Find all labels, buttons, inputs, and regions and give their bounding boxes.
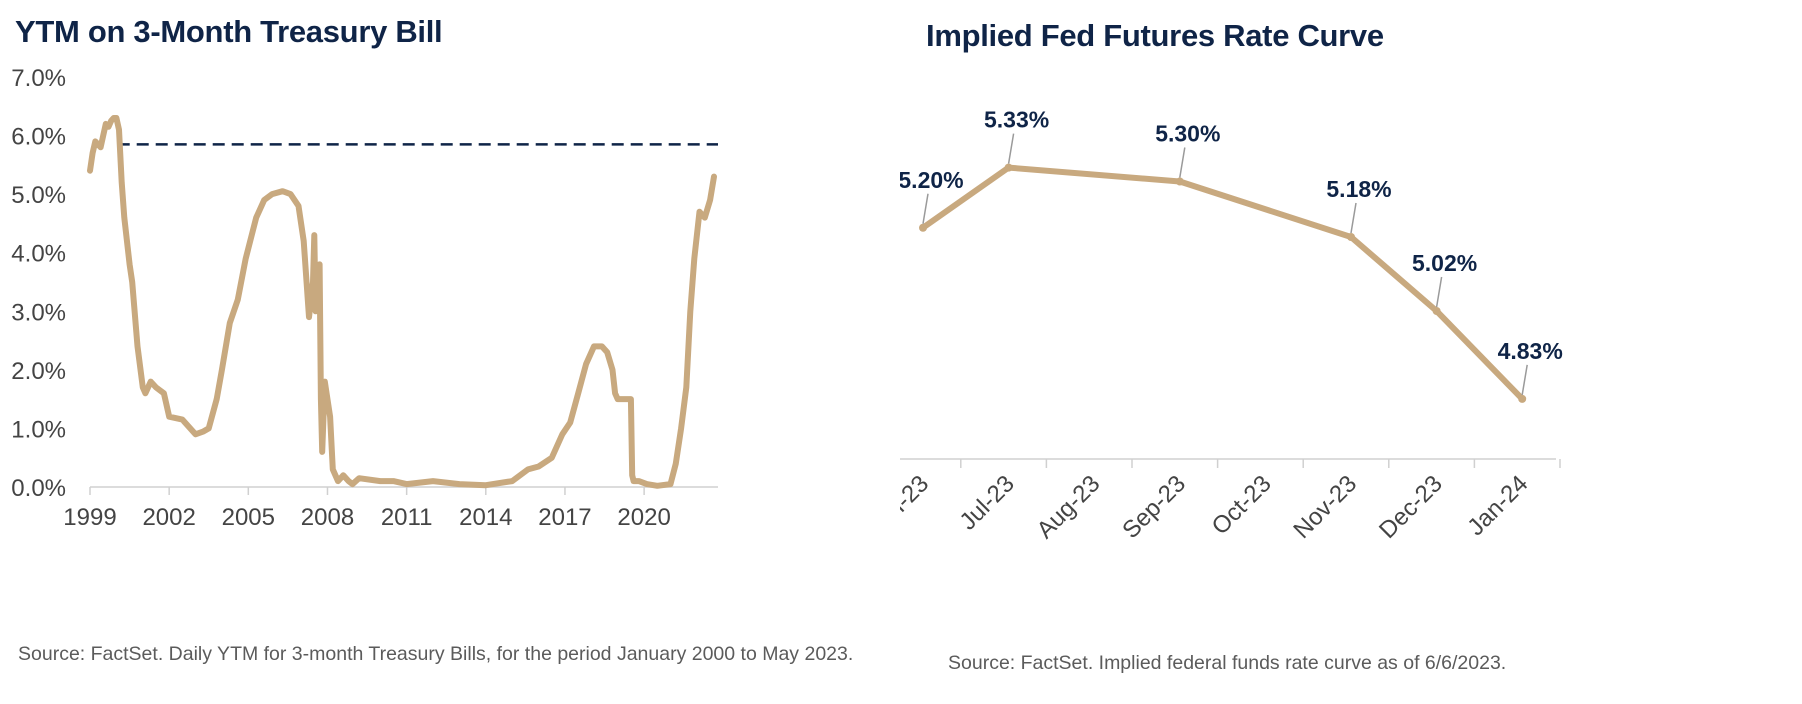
fed-data-point — [1347, 233, 1355, 241]
fed-data-label: 4.83% — [1498, 338, 1563, 364]
fed-data-label: 5.18% — [1326, 176, 1391, 202]
fed-x-tick-label: Aug-23 — [1032, 470, 1106, 544]
fed-data-label-leader — [1007, 133, 1015, 164]
treasury-x-tick-label: 2011 — [381, 504, 433, 531]
fed-x-tick-label: Jul-23 — [955, 470, 1020, 535]
fed-series-line — [920, 164, 1526, 402]
fed-futures-chart-source: Source: FactSet. Implied federal funds r… — [948, 652, 1507, 674]
fed-futures-panel: Implied Fed Futures Rate Curve 4.7%4.9%5… — [900, 0, 1802, 704]
treasury-y-tick-label: 2.0% — [11, 358, 66, 385]
fed-data-label: 5.02% — [1412, 250, 1477, 276]
fed-data-label: 5.20% — [900, 167, 964, 193]
fed-x-tick-label: Nov-23 — [1288, 470, 1362, 544]
treasury-y-tick-label: 4.0% — [11, 241, 66, 268]
fed-data-label: 5.33% — [984, 107, 1049, 133]
fed-futures-chart-title: Implied Fed Futures Rate Curve — [926, 18, 1384, 53]
treasury-x-tick-label: 2002 — [142, 504, 195, 531]
treasury-chart-title: YTM on 3-Month Treasury Bill — [15, 14, 443, 49]
fed-futures-chart: 4.7%4.9%5.1%5.3%5.5%Jun-23Jul-23Aug-23Se… — [900, 107, 1563, 544]
fed-data-label-leader — [1521, 364, 1528, 395]
treasury-y-tick-label: 6.0% — [11, 124, 66, 151]
fed-x-tick-label: Jun-23 — [900, 470, 934, 541]
treasury-x-tick-label: 2005 — [222, 504, 275, 531]
fed-data-point — [919, 223, 927, 232]
treasury-y-tick-label: 3.0% — [11, 299, 66, 326]
treasury-x-tick-label: 2017 — [538, 504, 591, 531]
treasury-series-line — [87, 115, 717, 489]
fed-data-label-leader — [1350, 202, 1357, 234]
fed-data-label-leader — [922, 193, 929, 224]
treasury-y-tick-label: 1.0% — [11, 416, 66, 443]
fed-x-tick-label: Sep-23 — [1117, 470, 1191, 544]
treasury-x-tick-label: 2014 — [459, 504, 512, 531]
treasury-chart-source: Source: FactSet. Daily YTM for 3-month T… — [18, 643, 854, 665]
fed-x-tick-label: Oct-23 — [1207, 470, 1277, 540]
fed-data-label: 5.30% — [1155, 121, 1220, 147]
treasury-y-tick-label: 7.0% — [11, 65, 66, 92]
fed-data-point — [1175, 177, 1184, 186]
fed-data-label-leader — [1435, 276, 1443, 308]
fed-data-point — [1518, 394, 1527, 403]
treasury-chart: 0.0% 1.0% 2.0% 3.0% 4.0% 5.0% 6.0% 7.0% 1999 2002… — [11, 65, 718, 531]
treasury-x-tick-label: 2008 — [301, 504, 354, 531]
fed-data-point — [1432, 307, 1441, 315]
treasury-y-tick-label: 0.0% — [11, 475, 66, 502]
treasury-bill-panel: YTM on 3-Month Treasury Bill 0.0% 1.0% 2.0… — [0, 0, 900, 704]
treasury-y-tick-label: 5.0% — [11, 182, 66, 209]
fed-x-tick-label: Jan-24 — [1462, 470, 1533, 541]
treasury-x-tick-label: 1999 — [63, 504, 116, 531]
fed-data-label-leader — [1179, 147, 1186, 178]
treasury-x-tick-label: 2020 — [617, 504, 670, 531]
fed-data-point — [1004, 163, 1013, 172]
fed-x-tick-label: Dec-23 — [1374, 470, 1448, 544]
